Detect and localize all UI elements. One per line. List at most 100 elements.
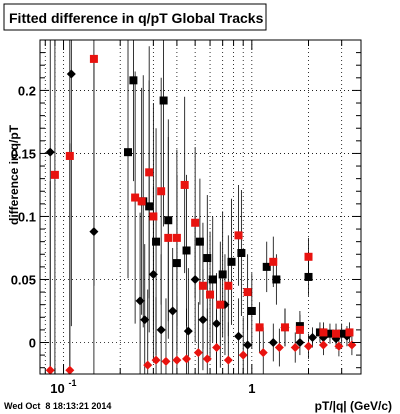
y-axis-title: difference in q/pT <box>7 124 21 225</box>
diamond-marker <box>156 325 166 335</box>
square-marker <box>304 272 313 281</box>
x-tick-label: 10 <box>50 381 64 396</box>
square-marker <box>206 290 215 299</box>
diamond-marker <box>172 355 182 365</box>
square-marker <box>145 202 154 211</box>
diamond-marker <box>140 315 150 325</box>
square-marker <box>182 246 191 255</box>
grid <box>40 40 361 374</box>
diamond-marker <box>238 350 248 360</box>
square-marker <box>89 54 98 63</box>
chart-title: Fitted difference in q/pT Global Tracks <box>9 10 264 26</box>
square-marker <box>164 233 173 242</box>
square-marker <box>172 259 181 268</box>
square-marker <box>262 262 271 271</box>
axis-ticks <box>40 39 361 374</box>
diamond-marker <box>334 341 344 351</box>
square-marker <box>124 148 133 157</box>
square-marker <box>172 233 181 242</box>
tick-labels: 0 0.05 0.1 0.15 0.2 10 -1 1 <box>11 83 256 396</box>
square-marker <box>195 237 204 246</box>
square-marker <box>152 237 161 246</box>
x-tick-label-exponent: -1 <box>69 378 77 388</box>
diamond-marker <box>135 296 145 306</box>
x-tick-label: 1 <box>248 381 255 396</box>
diamond-marker <box>168 306 178 316</box>
diamond-marker <box>274 343 284 353</box>
diamond-marker <box>182 354 192 364</box>
diamond-marker <box>347 340 357 350</box>
title-box <box>3 3 267 31</box>
diamond-marker <box>212 319 222 329</box>
square-marker <box>145 168 154 177</box>
diamond-marker <box>258 348 268 358</box>
diamond-marker <box>151 355 161 365</box>
diamond-marker <box>89 227 99 237</box>
diamond-marker <box>290 343 300 353</box>
diamond-marker <box>66 69 76 79</box>
square-marker <box>295 325 304 334</box>
square-marker <box>203 254 212 263</box>
diamond-marker <box>183 326 193 336</box>
diamond-marker <box>202 354 212 364</box>
diamond-marker <box>143 360 153 370</box>
square-marker <box>157 187 166 196</box>
square-marker <box>65 151 74 160</box>
square-marker <box>164 216 173 225</box>
square-marker <box>280 323 289 332</box>
y-tick-label: 0.05 <box>11 272 36 287</box>
diamond-marker <box>318 340 328 350</box>
square-marker <box>191 218 200 227</box>
diamond-marker <box>234 331 244 341</box>
square-marker <box>243 288 252 297</box>
square-marker <box>129 76 138 85</box>
diamond-marker <box>223 355 233 365</box>
square-marker <box>325 329 334 338</box>
diamond-marker <box>190 274 200 284</box>
diamond-marker <box>45 365 55 375</box>
diamond-marker <box>243 340 253 350</box>
square-marker <box>337 329 346 338</box>
error-bars <box>49 40 353 374</box>
square-marker <box>208 275 217 284</box>
square-marker <box>269 257 278 266</box>
square-marker <box>198 281 207 290</box>
square-marker <box>159 96 168 105</box>
y-tick-label: 0.15 <box>11 146 36 161</box>
plot-frame <box>39 39 362 375</box>
square-marker <box>247 306 256 315</box>
square-marker <box>149 212 158 221</box>
data-markers <box>45 54 357 375</box>
square-marker <box>332 329 341 338</box>
diamond-marker <box>268 337 278 347</box>
square-marker <box>218 270 227 279</box>
square-marker <box>319 328 328 337</box>
y-tick-label: 0 <box>29 335 36 350</box>
square-marker <box>216 300 225 309</box>
diamond-marker <box>45 147 55 157</box>
diamond-marker <box>308 332 318 342</box>
square-marker <box>255 323 264 332</box>
x-axis-title: pT/|q| (GeV/c) <box>315 399 392 413</box>
square-marker <box>137 197 146 206</box>
square-marker <box>234 231 243 240</box>
square-marker <box>224 281 233 290</box>
diamond-marker <box>212 343 222 353</box>
y-tick-label: 0.1 <box>18 209 36 224</box>
diamond-marker <box>304 341 314 351</box>
square-marker <box>131 193 140 202</box>
square-marker <box>180 180 189 189</box>
diamond-marker <box>295 337 305 347</box>
y-tick-label: 0.2 <box>18 83 36 98</box>
square-marker <box>50 170 59 179</box>
diamond-marker <box>161 356 171 366</box>
square-marker <box>345 328 354 337</box>
diamond-marker <box>198 315 208 325</box>
square-marker <box>227 257 236 266</box>
diamond-marker <box>65 365 75 375</box>
square-marker <box>304 252 313 261</box>
diamond-marker <box>193 348 203 358</box>
square-marker <box>272 275 281 284</box>
square-marker <box>237 249 246 258</box>
